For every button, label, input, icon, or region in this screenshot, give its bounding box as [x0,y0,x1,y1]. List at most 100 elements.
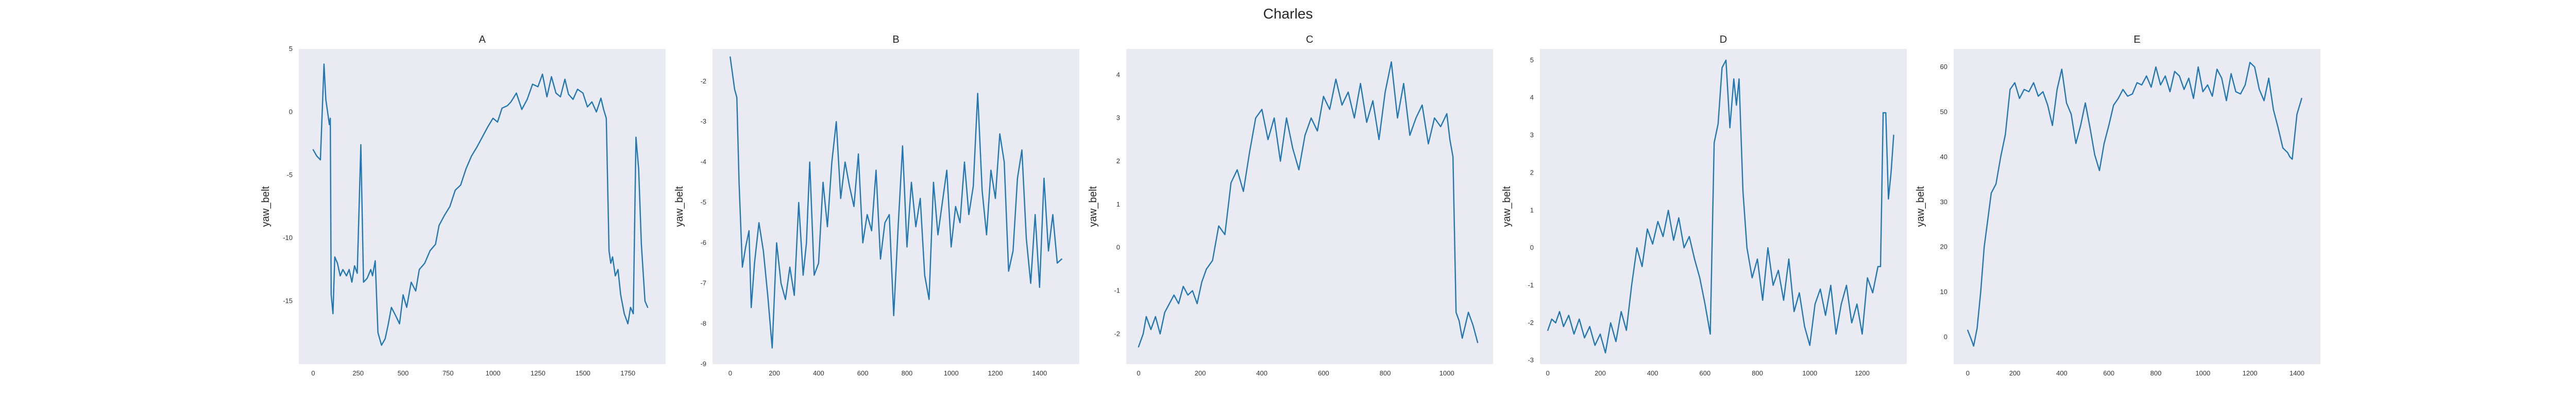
x-tick-label: 400 [1256,369,1267,377]
x-tick-label: 200 [1195,369,1206,377]
x-tick-label: 1250 [531,369,546,377]
series-line [312,63,649,346]
y-tick-label: -4 [700,158,706,166]
figure-title: Charles [1263,6,1313,22]
x-tick-label: 1400 [2290,369,2304,377]
y-tick-label: 3 [1116,114,1120,122]
y-tick-label: 3 [1530,131,1534,139]
x-tick-label: 800 [1752,369,1763,377]
y-axis-label: yaw_belt [674,186,685,227]
plot-area [299,49,666,364]
y-tick-label: -1 [1528,281,1534,289]
y-axis-label: yaw_belt [1915,186,1926,227]
x-tick-label: 400 [813,369,824,377]
y-tick-label: 0 [1116,244,1120,251]
x-tick-label: 600 [1700,369,1711,377]
y-tick-label: -10 [283,234,293,242]
y-tick-label: 2 [1116,157,1120,165]
y-tick-label: 0 [1530,244,1534,251]
x-tick-label: 0 [728,369,732,377]
x-tick-label: 600 [857,369,869,377]
x-tick-label: 1000 [944,369,959,377]
y-tick-label: 4 [1530,94,1534,101]
series-line [730,56,1062,349]
y-tick-label: 50 [1940,108,1947,115]
x-tick-label: 1200 [2243,369,2258,377]
x-tick-label: 0 [1546,369,1550,377]
y-tick-label: 1 [1116,200,1120,208]
y-tick-label: -5 [286,171,293,179]
plot-area [1540,49,1907,364]
subplot-title: E [2133,34,2140,45]
plot-area [1126,49,1493,364]
y-tick-label: -2 [700,77,706,85]
x-tick-label: 800 [902,369,913,377]
y-tick-label: -2 [1114,330,1120,337]
y-tick-label: 30 [1940,198,1947,205]
y-tick-label: 10 [1940,288,1947,296]
y-tick-label: -3 [700,117,706,125]
y-tick-label: -1 [1114,286,1120,294]
y-tick-label: 60 [1940,63,1947,71]
x-tick-label: 1000 [485,369,500,377]
y-tick-label: -6 [700,239,706,247]
y-tick-label: 5 [289,45,293,53]
y-tick-label: 0 [1944,333,1947,341]
x-tick-label: 0 [1966,369,1970,377]
y-axis-label: yaw_belt [1088,186,1099,227]
subplot-title: B [892,34,899,45]
x-tick-label: 1750 [620,369,635,377]
x-tick-label: 250 [352,369,364,377]
x-tick-label: 0 [311,369,315,377]
x-tick-label: 1500 [575,369,590,377]
x-tick-label: 1200 [988,369,1003,377]
subplot-title: C [1306,34,1313,45]
x-tick-label: 200 [769,369,780,377]
y-tick-label: 1 [1530,206,1534,214]
y-tick-label: -5 [700,198,706,206]
subplot-title: D [1720,34,1727,45]
series-line [1547,59,1894,354]
y-tick-label: 0 [289,108,293,115]
y-axis-label: yaw_belt [260,186,272,227]
x-tick-label: 800 [2150,369,2162,377]
y-tick-label: -15 [283,297,293,305]
y-tick-label: 20 [1940,243,1947,251]
y-tick-label: -9 [700,360,706,368]
x-tick-label: 0 [1137,369,1140,377]
x-tick-label: 1000 [1439,369,1454,377]
x-tick-label: 200 [2009,369,2021,377]
y-tick-label: -3 [1528,356,1534,364]
x-tick-label: 1400 [1032,369,1047,377]
subplot-title: A [479,34,486,45]
y-tick-label: 40 [1940,153,1947,161]
x-tick-label: 500 [398,369,409,377]
y-tick-label: 4 [1116,71,1120,78]
x-tick-label: 400 [1647,369,1658,377]
x-tick-label: 600 [2103,369,2114,377]
y-tick-label: -8 [700,320,706,328]
series-line [1138,61,1479,348]
x-tick-label: 1000 [2195,369,2210,377]
series-line [1967,61,2302,347]
y-tick-label: -2 [1528,319,1534,327]
x-tick-label: 750 [443,369,454,377]
y-tick-label: 2 [1530,168,1534,176]
x-tick-label: 800 [1380,369,1391,377]
y-tick-label: -7 [700,279,706,287]
x-tick-label: 400 [2056,369,2067,377]
x-tick-label: 1200 [1855,369,1870,377]
x-tick-label: 1000 [1802,369,1817,377]
x-tick-label: 200 [1595,369,1606,377]
plot-area [1954,49,2320,364]
y-tick-label: 5 [1530,56,1534,64]
y-axis-label: yaw_belt [1501,186,1513,227]
x-tick-label: 600 [1318,369,1329,377]
